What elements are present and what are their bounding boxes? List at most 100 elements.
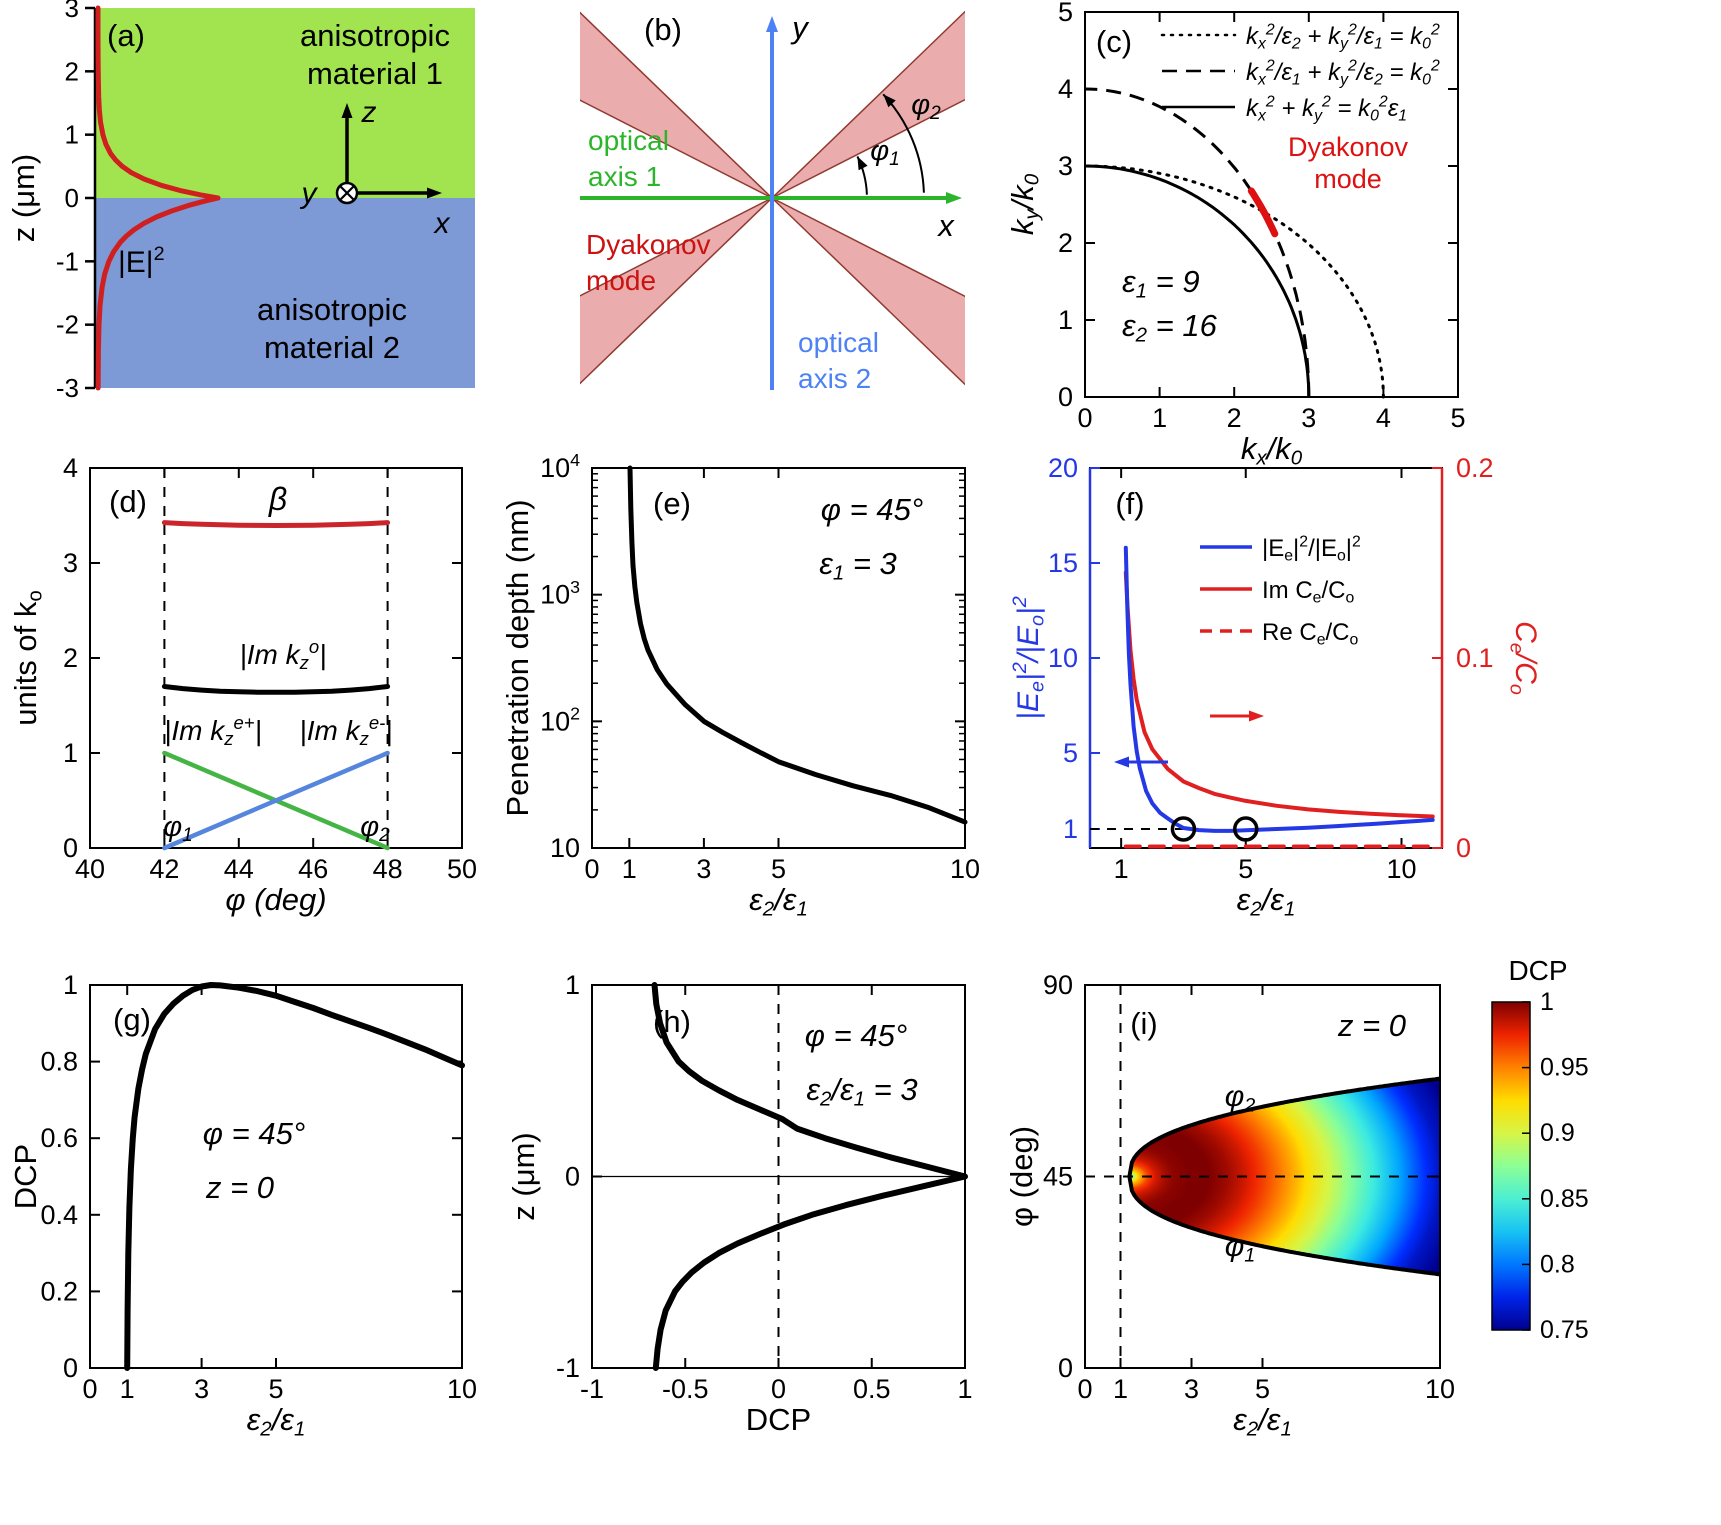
colorbar-tick-label: 0.8 bbox=[1540, 1250, 1575, 1278]
optical-axis-1-label: axis 1 bbox=[588, 161, 661, 192]
y-tick-label: 5 bbox=[1058, 0, 1073, 27]
x-tick-label: 1 bbox=[1114, 854, 1129, 884]
field-ratio-curve bbox=[1123, 545, 1435, 833]
y-axis-title: Penetration depth (nm) bbox=[500, 499, 535, 816]
dcp-curve bbox=[124, 982, 465, 1371]
penetration-depth-curve bbox=[627, 465, 968, 825]
dyakonov-mode-label: Dyakonov bbox=[586, 229, 711, 260]
x-tick-label: -0.5 bbox=[662, 1374, 709, 1404]
series-label: |Im kzo| bbox=[240, 636, 327, 673]
z-axis-title: z (μm) bbox=[6, 154, 41, 242]
x-tick-label: 5 bbox=[771, 854, 786, 884]
x-tick-label: 1 bbox=[957, 1374, 972, 1404]
phi1-boundary bbox=[1127, 1176, 1441, 1277]
y-axis-title: units of ko bbox=[8, 590, 47, 725]
left-tick-label: 5 bbox=[1063, 738, 1078, 768]
arrow-head bbox=[341, 103, 353, 118]
arrow-head bbox=[946, 192, 962, 204]
y-tick-label: 103 bbox=[540, 577, 580, 610]
x-tick-label: 1 bbox=[1113, 1374, 1128, 1404]
x-tick-label: -1 bbox=[580, 1374, 604, 1404]
angle-arrow-head bbox=[883, 94, 896, 108]
series-label: φ1 bbox=[163, 811, 193, 846]
z-arrow-label: z bbox=[361, 96, 377, 129]
series-label: φ2 bbox=[360, 811, 390, 846]
z-tick-label: 0 bbox=[65, 183, 79, 213]
x-tick-label: 0.5 bbox=[853, 1374, 891, 1404]
y-tick-label: 1 bbox=[1058, 305, 1073, 335]
ratio-annotation: ε2/ε1 = 3 bbox=[806, 1072, 917, 1111]
x-tick-label: 1 bbox=[1152, 403, 1167, 433]
circle-marker bbox=[1233, 816, 1259, 842]
phi-annotation: φ = 45° bbox=[821, 492, 923, 527]
legend-label: |Ee|2/|Eo|2 bbox=[1262, 533, 1361, 564]
right-tick-label: 0 bbox=[1456, 833, 1471, 863]
left-axis-title: |Ee|2/|Eo|2 bbox=[1009, 596, 1048, 720]
x-tick-label: 5 bbox=[268, 1374, 283, 1404]
x-tick-label: 10 bbox=[1386, 854, 1416, 884]
x-tick-label: 10 bbox=[950, 854, 980, 884]
y-axis-title: ky/k0 bbox=[1005, 173, 1044, 235]
y-tick-label: 0.8 bbox=[40, 1047, 78, 1077]
x-tick-label: 10 bbox=[1425, 1374, 1455, 1404]
y-tick-label: 0 bbox=[565, 1162, 580, 1192]
y-tick-label: 0 bbox=[1058, 382, 1073, 412]
series-curve bbox=[161, 684, 391, 695]
x-axis-title: kx/k0 bbox=[1241, 431, 1303, 470]
wedge-group bbox=[580, 10, 965, 386]
x-tick-label: 3 bbox=[1184, 1374, 1199, 1404]
legend-label: Re Ce/Co bbox=[1262, 619, 1358, 648]
x-tick-label: 1 bbox=[622, 854, 637, 884]
x-tick-label: 3 bbox=[194, 1374, 209, 1404]
colorbar-tick-label: 0.9 bbox=[1540, 1119, 1575, 1147]
arrow-head bbox=[1114, 756, 1129, 768]
x-tick-label: 3 bbox=[696, 854, 711, 884]
phi-annotation: φ = 45° bbox=[805, 1018, 907, 1053]
x-tick-label: 0 bbox=[1077, 1374, 1092, 1404]
phi2-boundary bbox=[1127, 1076, 1441, 1177]
y-tick-label: 10 bbox=[550, 833, 580, 863]
material-1-label: anisotropic bbox=[300, 18, 450, 53]
material-2-label: anisotropic bbox=[257, 292, 407, 327]
y-tick-label: 0 bbox=[1058, 1353, 1073, 1383]
isofrequency-solid bbox=[1084, 164, 1311, 398]
x-arrow-label: x bbox=[433, 207, 451, 240]
panel-letter: (d) bbox=[109, 484, 147, 519]
x-tick-label: 5 bbox=[1255, 1374, 1270, 1404]
z-tick-label: 3 bbox=[65, 0, 79, 23]
z-tick-label: -1 bbox=[56, 246, 79, 276]
circle-marker bbox=[1170, 816, 1197, 842]
colorbar-tick-label: 0.95 bbox=[1540, 1054, 1589, 1082]
y-into-page-icon bbox=[339, 185, 355, 201]
series-curve bbox=[161, 520, 391, 528]
colorbar-title: DCP bbox=[1508, 955, 1567, 986]
optical-axis-2-label: optical bbox=[798, 327, 879, 358]
x-axis-label: x bbox=[936, 208, 955, 243]
y-tick-label: 102 bbox=[540, 704, 580, 737]
x-tick-label: 50 bbox=[447, 854, 477, 884]
optical-axis-2-label: axis 2 bbox=[798, 363, 871, 394]
y-arrow-label: y bbox=[300, 177, 319, 210]
arrow-head bbox=[427, 187, 442, 199]
colorbar-tick-label: 0.85 bbox=[1540, 1185, 1589, 1213]
series-label: |Im kze+| bbox=[164, 712, 262, 749]
y-tick-label: 0 bbox=[63, 833, 78, 863]
phi2-label: φ2 bbox=[1225, 1080, 1256, 1116]
material-2-label: material 2 bbox=[264, 330, 400, 365]
x-tick-label: 2 bbox=[1227, 403, 1242, 433]
y-tick-label: 0.2 bbox=[40, 1276, 78, 1306]
colorbar-tick-label: 1 bbox=[1540, 988, 1554, 1016]
dyakonov-mode-label: mode bbox=[1314, 164, 1382, 194]
dyakonov-mode-label: mode bbox=[586, 265, 656, 296]
arrow-head bbox=[1249, 710, 1264, 722]
x-axis-title: ε2/ε1 bbox=[749, 882, 808, 921]
x-tick-label: 4 bbox=[1376, 403, 1391, 433]
left-tick-label: 10 bbox=[1048, 643, 1078, 673]
x-tick-label: 0 bbox=[1077, 403, 1092, 433]
left-tick-label: 15 bbox=[1048, 548, 1078, 578]
phi1-label: φ1 bbox=[1225, 1230, 1256, 1266]
epsilon-annotation: ε1 = 3 bbox=[819, 546, 897, 585]
x-tick-label: 10 bbox=[447, 1374, 477, 1404]
